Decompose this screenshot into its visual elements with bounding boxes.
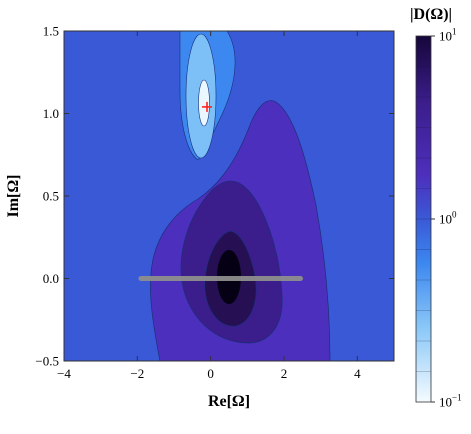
colorbar-levels <box>416 66 431 372</box>
x-tick-label: −4 <box>57 366 71 381</box>
pole-marker <box>202 101 212 112</box>
x-tick-label: −2 <box>130 366 144 381</box>
x-tick-label: 4 <box>354 366 361 381</box>
x-axis-label: Re[Ω] <box>208 393 250 410</box>
colorbar-labels: 101 100 10−1 <box>431 27 462 410</box>
x-ticks: −4 −2 0 2 4 <box>57 31 361 381</box>
plot-frame <box>63 30 395 362</box>
y-ticks: −0.5 0.0 0.5 1.0 1.5 <box>35 24 394 369</box>
contour-light-level-3 <box>198 79 210 127</box>
y-axis-label: Im[Ω] <box>5 174 22 217</box>
x-tick-label: 2 <box>281 366 288 381</box>
y-tick-label: 1.5 <box>43 24 59 39</box>
colorbar-title: |D(Ω)| <box>410 6 452 23</box>
colorbar: |D(Ω)| 101 100 10−1 <box>410 6 462 410</box>
y-tick-label: 0.0 <box>43 271 59 286</box>
colorbar-tick-label: 100 <box>439 210 457 227</box>
colorbar-tick-label: 10−1 <box>439 393 462 410</box>
x-tick-label: 0 <box>207 366 214 381</box>
y-tick-label: 1.0 <box>43 106 59 121</box>
plot-area: −4 −2 0 2 4 −0.5 0.0 0.5 1.0 1.5 <box>35 24 395 381</box>
y-tick-label: −0.5 <box>35 354 59 369</box>
colorbar-tick-label: 101 <box>439 27 457 44</box>
y-tick-label: 0.5 <box>43 189 59 204</box>
